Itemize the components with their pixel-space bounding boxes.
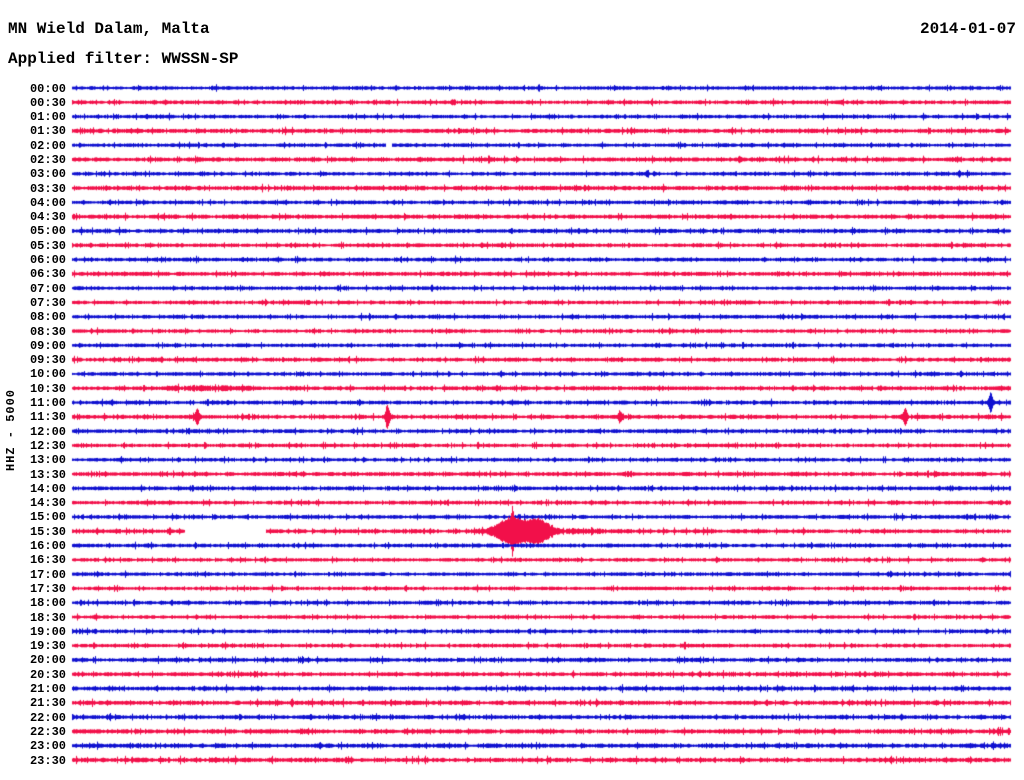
seismogram-plot — [0, 0, 1024, 780]
